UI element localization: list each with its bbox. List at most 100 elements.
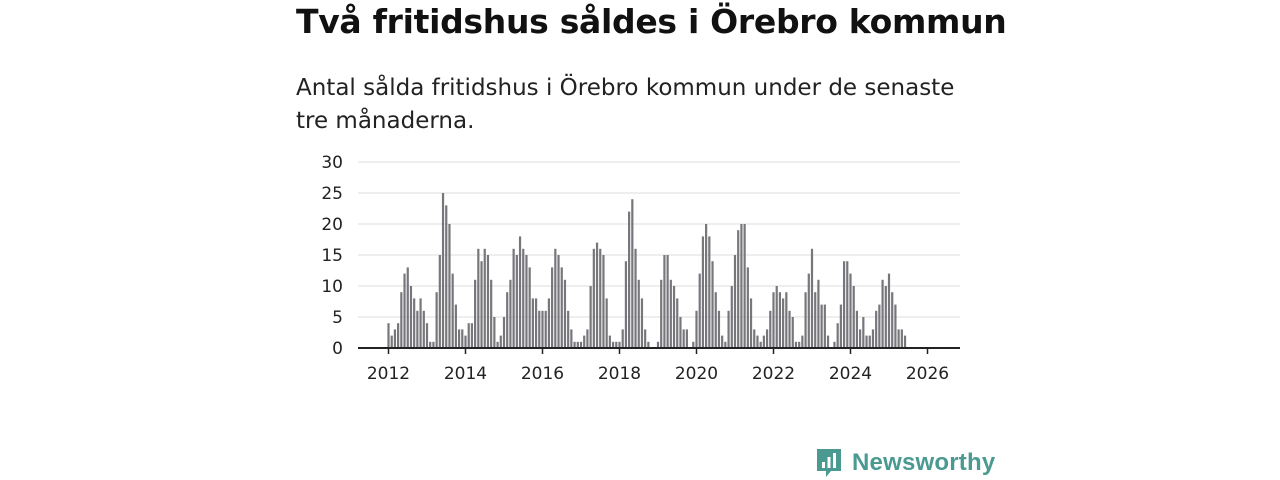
bar xyxy=(878,304,881,348)
bar xyxy=(692,341,695,348)
bar xyxy=(772,292,775,348)
bar xyxy=(438,255,441,348)
bar xyxy=(656,341,660,348)
bar xyxy=(387,323,390,348)
bar xyxy=(849,273,852,348)
bar xyxy=(512,248,515,348)
bar xyxy=(483,248,486,348)
bar xyxy=(586,329,589,348)
bar xyxy=(765,329,769,348)
bar xyxy=(660,279,663,348)
bar xyxy=(599,248,602,348)
bar xyxy=(403,273,406,348)
bar xyxy=(515,255,518,348)
bar xyxy=(672,286,676,348)
bar xyxy=(823,304,826,348)
bar xyxy=(551,267,554,348)
bar xyxy=(493,317,496,348)
bar xyxy=(900,329,903,348)
bar xyxy=(753,329,756,348)
bar xyxy=(897,329,900,348)
bar xyxy=(782,298,785,348)
bar xyxy=(397,323,400,348)
bar xyxy=(557,255,560,348)
bar xyxy=(615,341,618,348)
bar xyxy=(705,224,708,348)
bar xyxy=(814,292,817,348)
bar xyxy=(624,261,628,348)
bar xyxy=(608,335,611,348)
bar xyxy=(875,310,878,348)
bar xyxy=(432,341,435,348)
x-tick-label: 2020 xyxy=(675,364,718,384)
bar xyxy=(644,329,647,348)
bar xyxy=(528,267,531,348)
bar xyxy=(393,329,397,348)
bar xyxy=(733,255,737,348)
bar xyxy=(804,292,807,348)
bar xyxy=(769,310,772,348)
bar xyxy=(798,341,801,348)
bar xyxy=(903,335,907,348)
bar xyxy=(522,248,525,348)
bar xyxy=(721,335,724,348)
bar xyxy=(534,298,538,348)
bar xyxy=(682,329,685,348)
bar xyxy=(865,335,868,348)
bar xyxy=(486,255,490,348)
y-tick-label: 15 xyxy=(321,246,343,266)
bar xyxy=(490,279,493,348)
bar xyxy=(724,341,727,348)
bar xyxy=(531,298,534,348)
bar xyxy=(859,329,862,348)
bar xyxy=(794,341,798,348)
bar xyxy=(740,224,743,348)
bar xyxy=(509,279,512,348)
data-label: 2 xyxy=(926,0,936,4)
bar xyxy=(647,341,650,348)
bar xyxy=(711,261,714,348)
bar xyxy=(506,292,509,348)
bar xyxy=(666,255,669,348)
bar xyxy=(605,298,608,348)
bar xyxy=(826,335,830,348)
x-tick-label: 2024 xyxy=(829,364,872,384)
bar xyxy=(676,298,679,348)
bar xyxy=(640,298,644,348)
bar xyxy=(576,341,579,348)
bar xyxy=(441,193,445,348)
y-tick-label: 25 xyxy=(321,184,343,204)
bar xyxy=(727,310,730,348)
bar xyxy=(461,329,464,348)
bar xyxy=(852,286,855,348)
bar xyxy=(743,224,746,348)
x-tick-label: 2026 xyxy=(906,364,949,384)
bar xyxy=(554,248,557,348)
x-tick-label: 2014 xyxy=(444,364,487,384)
bar xyxy=(756,335,759,348)
bar xyxy=(499,335,502,348)
bar xyxy=(884,286,887,348)
bar xyxy=(611,341,615,348)
bar xyxy=(868,335,871,348)
bar xyxy=(429,341,432,348)
bar xyxy=(464,335,467,348)
bar xyxy=(618,341,621,348)
brand-name: Newsworthy xyxy=(852,449,996,476)
bar xyxy=(669,279,672,348)
bar xyxy=(846,261,849,348)
y-tick-label: 20 xyxy=(321,215,343,235)
bar xyxy=(759,341,762,348)
brand-logo: Newsworthy xyxy=(815,446,995,480)
bar xyxy=(448,224,451,348)
bar xyxy=(400,292,403,348)
bar xyxy=(406,267,409,348)
bar xyxy=(435,292,438,348)
bar xyxy=(570,329,573,348)
bar xyxy=(679,317,682,348)
bar xyxy=(887,273,891,348)
bar xyxy=(573,341,576,348)
bar xyxy=(541,310,544,348)
bar xyxy=(502,317,506,348)
bar xyxy=(839,304,842,348)
